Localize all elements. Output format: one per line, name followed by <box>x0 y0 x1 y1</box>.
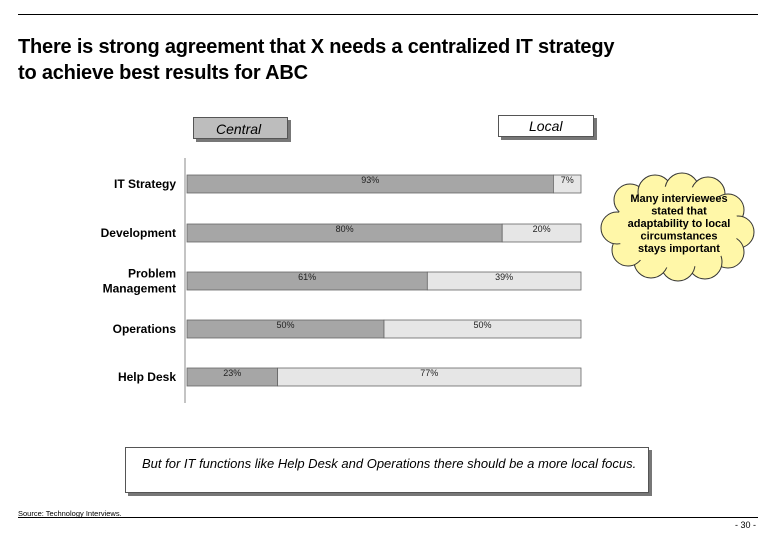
callout-text: Many interviewees stated that adaptability… <box>628 193 731 255</box>
category-label: Help Desk <box>118 370 176 384</box>
page-title: There is strong agreement that X needs a… <box>18 34 758 86</box>
data-label: 23% <box>223 368 241 378</box>
legend-local: Local <box>498 115 594 137</box>
bar-segment-local <box>277 367 582 387</box>
title-line-2: to achieve best results for ABC <box>18 62 308 84</box>
category-label-line: Problem <box>128 267 176 281</box>
callout-line: Many interviewees <box>630 193 727 205</box>
bar-group: IT Strategy 93% 7% Development 80% 20% Problem… <box>101 174 582 387</box>
callout-line: stays important <box>638 243 720 255</box>
data-label: 7% <box>561 175 574 185</box>
category-label: Development <box>101 226 176 240</box>
data-label: 93% <box>361 175 379 185</box>
data-label: 77% <box>420 368 438 378</box>
bar-segment-local <box>383 319 582 339</box>
category-label-line: Help Desk <box>118 370 176 384</box>
page-number: - 30 - <box>734 520 756 530</box>
callout-line: stated that <box>651 206 707 218</box>
bar-segment-local <box>553 174 582 194</box>
legend-central: Central <box>193 117 288 139</box>
note-box: But for IT functions like Help Desk and … <box>125 447 649 493</box>
data-label: 61% <box>298 272 316 282</box>
bar-segment-local <box>426 271 582 291</box>
category-label: Problem Management <box>103 267 176 296</box>
bar-segment-local <box>501 223 582 243</box>
category-label-line: Management <box>103 282 176 296</box>
data-label: 50% <box>473 320 491 330</box>
callout-cloud: Many interviewees stated that adaptability… <box>600 172 755 282</box>
data-label: 20% <box>533 224 551 234</box>
bottom-rule <box>18 517 758 518</box>
category-label-line: Operations <box>113 322 177 336</box>
category-label: IT Strategy <box>114 177 176 191</box>
data-label: 39% <box>495 272 513 282</box>
data-label: 80% <box>336 224 354 234</box>
source-note: Source: Technology Interviews. <box>18 509 122 518</box>
title-line-1: There is strong agreement that X needs a… <box>18 36 615 58</box>
data-label: 50% <box>276 320 294 330</box>
category-label-line: IT Strategy <box>114 177 176 191</box>
category-label: Operations <box>113 322 177 336</box>
category-label-line: Development <box>101 226 176 240</box>
callout-line: circumstances <box>640 231 717 243</box>
top-rule <box>18 14 758 15</box>
callout-line: adaptability to local <box>628 218 731 230</box>
